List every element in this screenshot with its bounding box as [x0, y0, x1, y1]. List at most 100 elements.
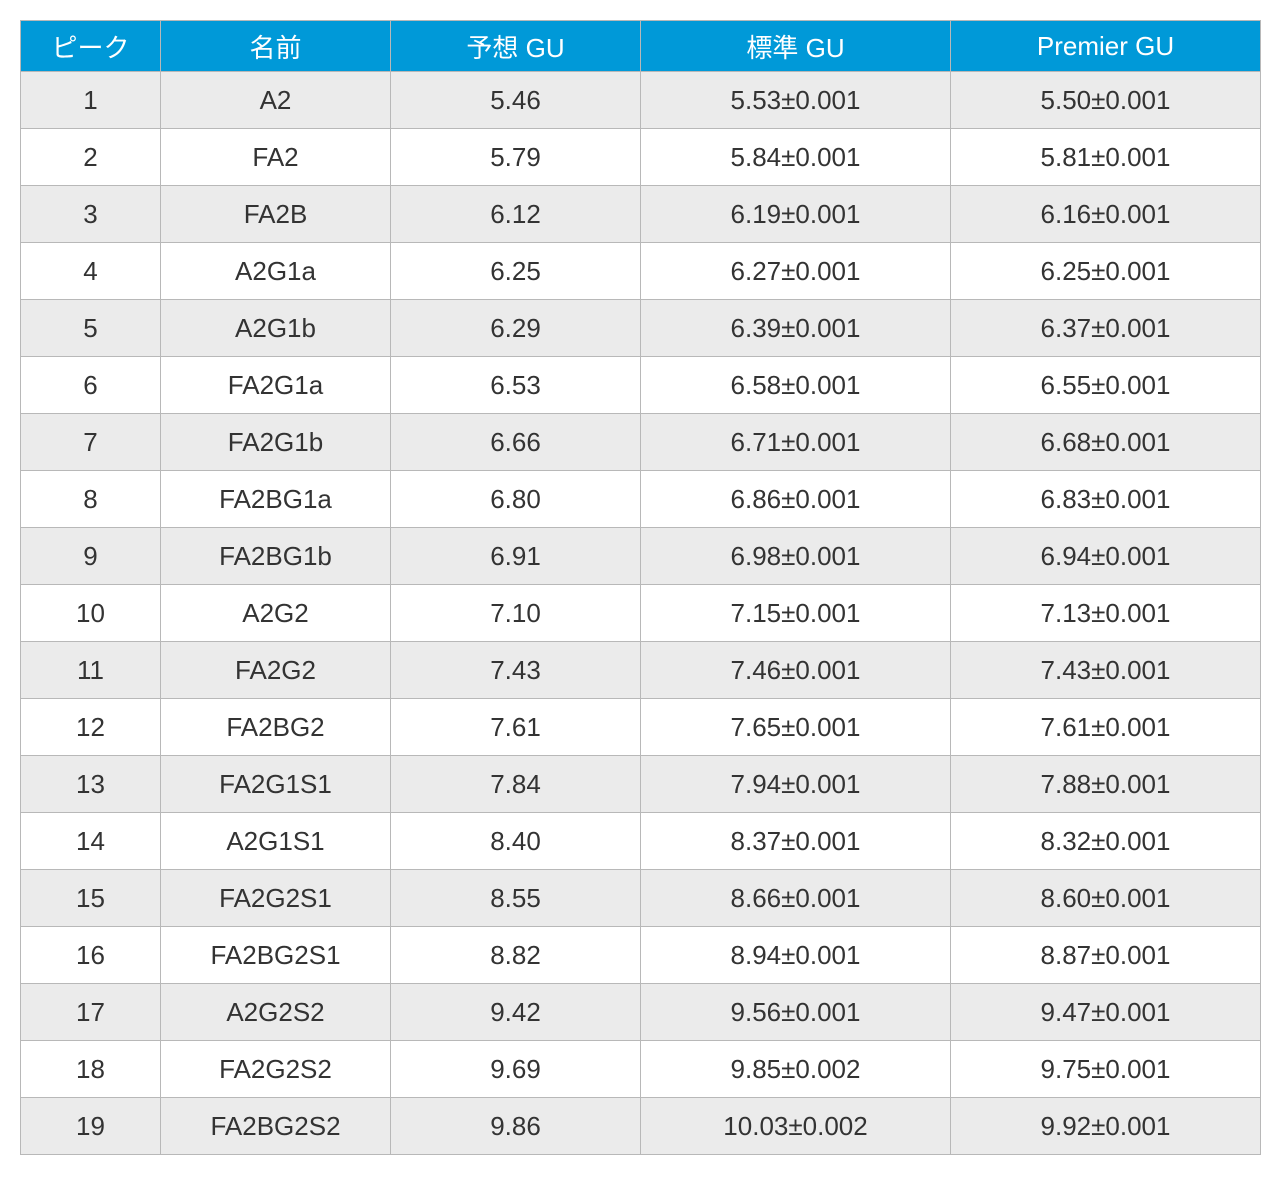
table-cell: 8.82 — [391, 927, 641, 984]
table-row: 8FA2BG1a6.806.86±0.0016.83±0.001 — [21, 471, 1261, 528]
table-cell: 3 — [21, 186, 161, 243]
table-row: 7FA2G1b6.666.71±0.0016.68±0.001 — [21, 414, 1261, 471]
table-cell: 9.47±0.001 — [951, 984, 1261, 1041]
table-row: 4A2G1a6.256.27±0.0016.25±0.001 — [21, 243, 1261, 300]
table-cell: 9.92±0.001 — [951, 1098, 1261, 1155]
table-cell: 6.25 — [391, 243, 641, 300]
table-cell: 7.13±0.001 — [951, 585, 1261, 642]
table-cell: 8.32±0.001 — [951, 813, 1261, 870]
table-row: 13FA2G1S17.847.94±0.0017.88±0.001 — [21, 756, 1261, 813]
table-cell: FA2G1b — [161, 414, 391, 471]
table-cell: 18 — [21, 1041, 161, 1098]
table-cell: 6.94±0.001 — [951, 528, 1261, 585]
table-cell: 9.86 — [391, 1098, 641, 1155]
column-header: 予想 GU — [391, 21, 641, 72]
table-cell: FA2 — [161, 129, 391, 186]
table-cell: FA2BG1b — [161, 528, 391, 585]
column-header: ピーク — [21, 21, 161, 72]
table-cell: FA2G2S1 — [161, 870, 391, 927]
table-cell: 8.37±0.001 — [641, 813, 951, 870]
table-cell: FA2BG2S1 — [161, 927, 391, 984]
table-cell: 7.84 — [391, 756, 641, 813]
table-row: 17A2G2S29.429.56±0.0019.47±0.001 — [21, 984, 1261, 1041]
table-cell: 7.65±0.001 — [641, 699, 951, 756]
table-row: 11FA2G27.437.46±0.0017.43±0.001 — [21, 642, 1261, 699]
table-cell: 9.75±0.001 — [951, 1041, 1261, 1098]
table-cell: 7.88±0.001 — [951, 756, 1261, 813]
table-cell: A2G2 — [161, 585, 391, 642]
table-cell: 11 — [21, 642, 161, 699]
table-cell: 5.79 — [391, 129, 641, 186]
table-cell: 8.94±0.001 — [641, 927, 951, 984]
table-cell: 5.81±0.001 — [951, 129, 1261, 186]
table-cell: 6.37±0.001 — [951, 300, 1261, 357]
table-cell: 13 — [21, 756, 161, 813]
table-cell: 6.66 — [391, 414, 641, 471]
table-cell: 7.94±0.001 — [641, 756, 951, 813]
table-row: 12FA2BG27.617.65±0.0017.61±0.001 — [21, 699, 1261, 756]
table-cell: 5 — [21, 300, 161, 357]
table-cell: 8.40 — [391, 813, 641, 870]
table-cell: 10 — [21, 585, 161, 642]
table-header-row: ピーク名前予想 GU標準 GUPremier GU — [21, 21, 1261, 72]
table-cell: 6 — [21, 357, 161, 414]
table-cell: 6.16±0.001 — [951, 186, 1261, 243]
table-cell: 15 — [21, 870, 161, 927]
table-cell: 6.83±0.001 — [951, 471, 1261, 528]
table-cell: A2 — [161, 72, 391, 129]
table-row: 6FA2G1a6.536.58±0.0016.55±0.001 — [21, 357, 1261, 414]
table-row: 19FA2BG2S29.8610.03±0.0029.92±0.001 — [21, 1098, 1261, 1155]
table-cell: FA2G2 — [161, 642, 391, 699]
table-cell: 10.03±0.002 — [641, 1098, 951, 1155]
table-cell: 17 — [21, 984, 161, 1041]
table-row: 2FA25.795.84±0.0015.81±0.001 — [21, 129, 1261, 186]
table-cell: 6.68±0.001 — [951, 414, 1261, 471]
table-cell: 7.61±0.001 — [951, 699, 1261, 756]
table-cell: 5.46 — [391, 72, 641, 129]
table-cell: 12 — [21, 699, 161, 756]
table-cell: 6.25±0.001 — [951, 243, 1261, 300]
table-cell: 9.42 — [391, 984, 641, 1041]
table-cell: 6.53 — [391, 357, 641, 414]
table-row: 1A25.465.53±0.0015.50±0.001 — [21, 72, 1261, 129]
table-cell: 8 — [21, 471, 161, 528]
table-cell: 5.84±0.001 — [641, 129, 951, 186]
table-cell: 6.55±0.001 — [951, 357, 1261, 414]
table-cell: 1 — [21, 72, 161, 129]
table-cell: FA2BG2S2 — [161, 1098, 391, 1155]
table-cell: FA2G1S1 — [161, 756, 391, 813]
table-cell: FA2BG1a — [161, 471, 391, 528]
table-cell: 4 — [21, 243, 161, 300]
table-cell: 8.60±0.001 — [951, 870, 1261, 927]
table-cell: 7.10 — [391, 585, 641, 642]
table-cell: 19 — [21, 1098, 161, 1155]
table-cell: 16 — [21, 927, 161, 984]
table-row: 3FA2B6.126.19±0.0016.16±0.001 — [21, 186, 1261, 243]
table-cell: FA2BG2 — [161, 699, 391, 756]
table-row: 15FA2G2S18.558.66±0.0018.60±0.001 — [21, 870, 1261, 927]
table-cell: 2 — [21, 129, 161, 186]
table-cell: A2G2S2 — [161, 984, 391, 1041]
table-cell: 8.87±0.001 — [951, 927, 1261, 984]
table-cell: 9.69 — [391, 1041, 641, 1098]
table-cell: 6.91 — [391, 528, 641, 585]
table-row: 16FA2BG2S18.828.94±0.0018.87±0.001 — [21, 927, 1261, 984]
table-cell: 6.19±0.001 — [641, 186, 951, 243]
table-row: 18FA2G2S29.699.85±0.0029.75±0.001 — [21, 1041, 1261, 1098]
table-cell: 6.58±0.001 — [641, 357, 951, 414]
table-cell: 7.43 — [391, 642, 641, 699]
table-cell: 5.53±0.001 — [641, 72, 951, 129]
table-cell: FA2G1a — [161, 357, 391, 414]
table-cell: 8.66±0.001 — [641, 870, 951, 927]
table-cell: 6.71±0.001 — [641, 414, 951, 471]
table-cell: 7.43±0.001 — [951, 642, 1261, 699]
table-cell: 6.29 — [391, 300, 641, 357]
table-cell: 6.27±0.001 — [641, 243, 951, 300]
table-cell: 6.39±0.001 — [641, 300, 951, 357]
table-cell: 6.12 — [391, 186, 641, 243]
table-row: 5A2G1b6.296.39±0.0016.37±0.001 — [21, 300, 1261, 357]
column-header: 標準 GU — [641, 21, 951, 72]
table-cell: 7.15±0.001 — [641, 585, 951, 642]
table-header: ピーク名前予想 GU標準 GUPremier GU — [21, 21, 1261, 72]
table-cell: 6.80 — [391, 471, 641, 528]
